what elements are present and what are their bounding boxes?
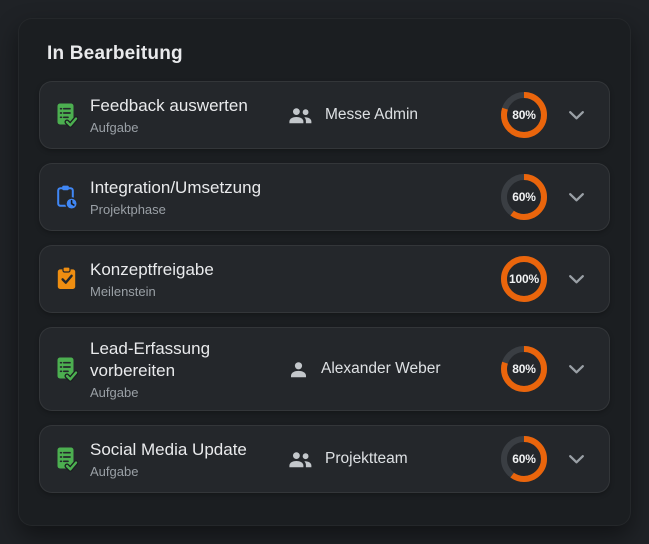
card-text-block: Integration/Umsetzung Projektphase <box>90 177 288 217</box>
card-title: Konzeptfreigabe <box>90 259 214 279</box>
progress-percent: 60% <box>512 452 536 467</box>
assignee: Alexander Weber <box>288 360 501 378</box>
chevron-down-icon <box>568 192 585 203</box>
card-text-block: Lead-Erfassung vorbereiten Aufgabe <box>90 338 288 400</box>
task-card[interactable]: Social Media Update Aufgabe Projektteam … <box>39 425 610 494</box>
progress-percent: 60% <box>512 190 536 204</box>
assignee-name: Projektteam <box>325 450 408 468</box>
progress-percent: 100% <box>509 272 539 286</box>
in-progress-panel: In Bearbeitung Feedback auswerten Aufgab… <box>18 18 631 526</box>
progress-percent: 80% <box>512 362 536 377</box>
card-title: Integration/Umsetzung <box>90 177 262 197</box>
card-title: Social Media Update <box>90 440 247 460</box>
expand-button[interactable] <box>561 264 591 294</box>
group-icon <box>288 107 313 124</box>
card-text-block: Social Media Update Aufgabe <box>90 439 288 479</box>
progress-ring: 80% <box>501 346 547 393</box>
assignee-name: Messe Admin <box>325 106 419 123</box>
card-type-label: Aufgabe <box>90 464 139 480</box>
card-title: Lead-Erfassung vorbereiten <box>90 339 211 381</box>
task-card[interactable]: Konzeptfreigabe Meilenstein 100% <box>39 245 610 313</box>
chevron-down-icon <box>568 110 585 121</box>
milestone-icon <box>55 265 79 293</box>
card-title: Feedback auswerten <box>90 95 248 115</box>
task-icon <box>55 445 79 473</box>
chevron-down-icon <box>568 364 585 375</box>
progress-ring: 60% <box>501 174 547 220</box>
card-text-block: Konzeptfreigabe Meilenstein <box>90 259 288 299</box>
card-list: Feedback auswerten Aufgabe Messe Admin 8… <box>19 81 630 494</box>
expand-button[interactable] <box>561 100 591 130</box>
task-card[interactable]: Feedback auswerten Aufgabe Messe Admin 8… <box>39 81 610 149</box>
task-card[interactable]: Lead-Erfassung vorbereiten Aufgabe Alexa… <box>39 327 610 412</box>
card-text-block: Feedback auswerten Aufgabe <box>90 95 288 135</box>
progress-ring: 80% <box>501 92 547 138</box>
expand-button[interactable] <box>561 444 591 474</box>
chevron-down-icon <box>568 454 585 465</box>
assignee: Projektteam <box>288 450 501 468</box>
progress-ring: 100% <box>501 256 547 302</box>
card-type-label: Projektphase <box>90 202 166 218</box>
progress-percent: 80% <box>512 108 536 122</box>
task-icon <box>55 355 79 383</box>
phase-icon <box>55 183 79 211</box>
group-icon <box>288 451 313 468</box>
expand-button[interactable] <box>561 182 591 212</box>
panel-title: In Bearbeitung <box>47 43 183 64</box>
assignee-name: Alexander Weber <box>321 360 441 378</box>
assignee: Messe Admin <box>288 106 501 124</box>
task-card[interactable]: Integration/Umsetzung Projektphase 60% <box>39 163 610 231</box>
card-type-label: Meilenstein <box>90 284 156 300</box>
progress-ring: 60% <box>501 436 547 483</box>
chevron-down-icon <box>568 274 585 285</box>
person-icon <box>288 361 309 378</box>
task-icon <box>55 101 79 129</box>
expand-button[interactable] <box>561 354 591 384</box>
card-type-label: Aufgabe <box>90 385 139 401</box>
card-type-label: Aufgabe <box>90 120 139 136</box>
